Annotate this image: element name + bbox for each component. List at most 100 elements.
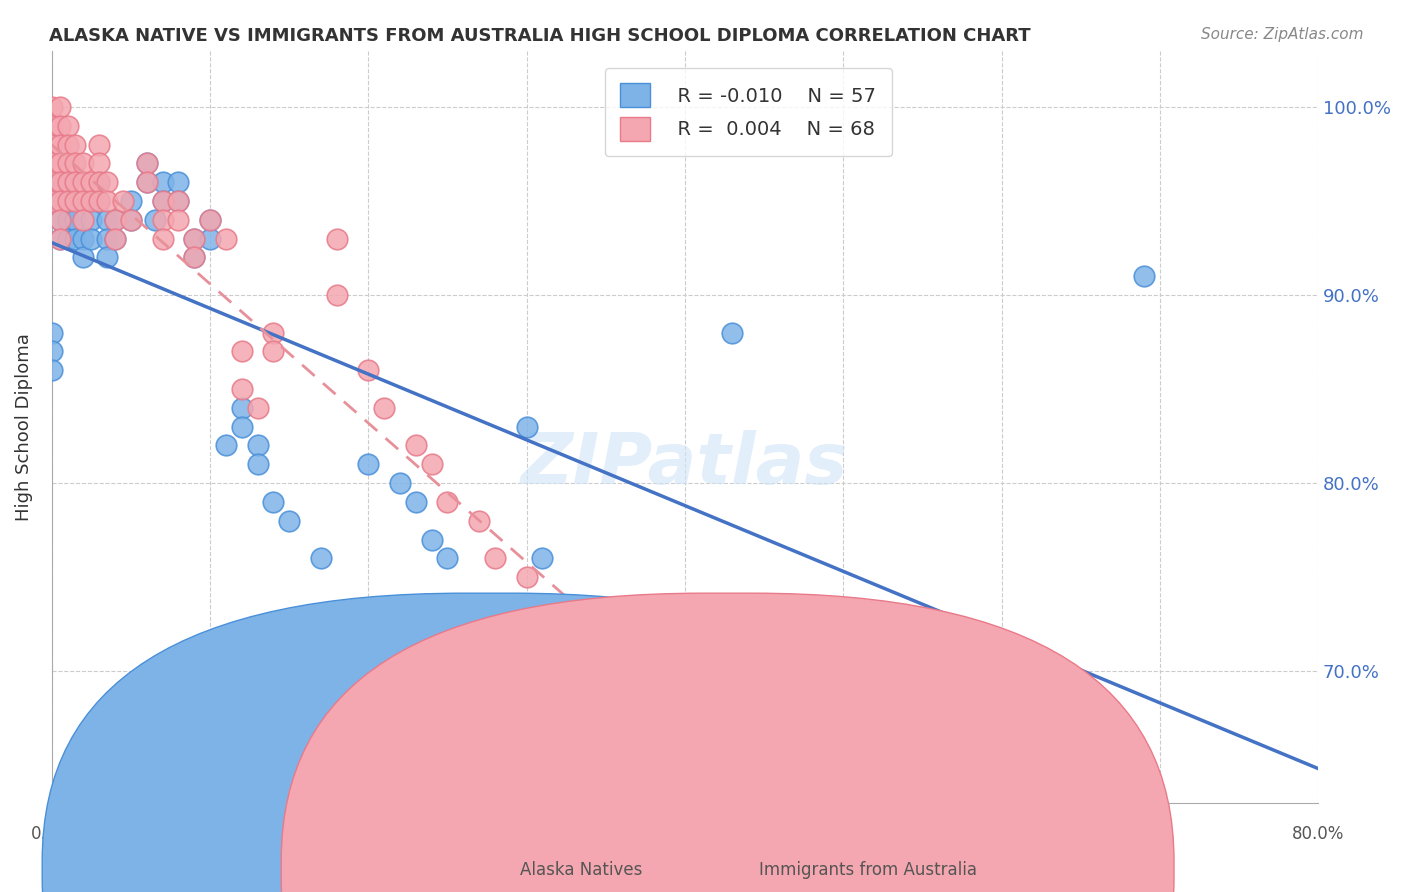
Point xyxy=(41,175,63,189)
Point xyxy=(152,175,174,189)
Point xyxy=(183,232,205,246)
Point xyxy=(104,213,127,227)
Point xyxy=(48,137,70,152)
Point xyxy=(420,533,443,547)
Text: 80.0%: 80.0% xyxy=(1292,825,1344,843)
Point xyxy=(373,401,395,415)
Point xyxy=(104,232,127,246)
Point xyxy=(215,232,238,246)
Point xyxy=(231,419,253,434)
Point xyxy=(80,175,103,189)
Point xyxy=(56,175,79,189)
Point xyxy=(278,514,301,528)
Y-axis label: High School Diploma: High School Diploma xyxy=(15,333,32,521)
Point xyxy=(48,213,70,227)
Text: Immigrants from Australia: Immigrants from Australia xyxy=(759,861,977,879)
Point xyxy=(41,100,63,114)
Point xyxy=(183,232,205,246)
Point xyxy=(167,194,190,208)
Point xyxy=(56,194,79,208)
Point xyxy=(96,251,118,265)
Point xyxy=(65,194,87,208)
Point xyxy=(325,288,347,302)
Point xyxy=(643,721,665,735)
Point xyxy=(89,194,111,208)
Point xyxy=(246,458,269,472)
Point xyxy=(56,119,79,133)
Point xyxy=(80,213,103,227)
Point xyxy=(96,213,118,227)
Point xyxy=(231,344,253,359)
Point xyxy=(72,251,94,265)
Point xyxy=(72,156,94,170)
Legend:   R = -0.010    N = 57,   R =  0.004    N = 68: R = -0.010 N = 57, R = 0.004 N = 68 xyxy=(605,68,891,156)
Point xyxy=(436,495,458,509)
Point xyxy=(56,137,79,152)
Point xyxy=(48,213,70,227)
Point xyxy=(231,401,253,415)
Point xyxy=(65,232,87,246)
Point xyxy=(468,514,491,528)
Point xyxy=(357,363,380,377)
Point xyxy=(41,119,63,133)
Point xyxy=(135,156,157,170)
Point xyxy=(152,213,174,227)
Point xyxy=(198,213,221,227)
Point xyxy=(48,194,70,208)
Point xyxy=(737,664,759,678)
Point xyxy=(246,438,269,452)
Point xyxy=(72,175,94,189)
Point xyxy=(41,363,63,377)
Point xyxy=(562,664,585,678)
Point xyxy=(72,194,94,208)
Point xyxy=(135,175,157,189)
Point xyxy=(183,251,205,265)
Point xyxy=(48,119,70,133)
Point xyxy=(48,175,70,189)
Point xyxy=(80,194,103,208)
Point xyxy=(516,570,538,584)
Point xyxy=(357,458,380,472)
Point xyxy=(167,194,190,208)
Point xyxy=(56,194,79,208)
Point xyxy=(135,175,157,189)
Point xyxy=(56,213,79,227)
Point xyxy=(65,213,87,227)
Point xyxy=(89,194,111,208)
Point xyxy=(89,175,111,189)
Point xyxy=(152,232,174,246)
Point xyxy=(80,232,103,246)
Point xyxy=(48,156,70,170)
Point xyxy=(246,401,269,415)
Point xyxy=(1133,269,1156,284)
Point xyxy=(120,194,142,208)
Point xyxy=(262,495,284,509)
Point xyxy=(96,175,118,189)
Text: 0.0%: 0.0% xyxy=(31,825,73,843)
Point xyxy=(595,682,617,697)
Point xyxy=(65,175,87,189)
Point xyxy=(48,194,70,208)
Point xyxy=(48,232,70,246)
Point xyxy=(262,326,284,340)
Text: Alaska Natives: Alaska Natives xyxy=(520,861,643,879)
Point xyxy=(80,194,103,208)
Point xyxy=(48,232,70,246)
Point xyxy=(41,326,63,340)
Text: Source: ZipAtlas.com: Source: ZipAtlas.com xyxy=(1201,27,1364,42)
Point xyxy=(120,213,142,227)
Point xyxy=(65,156,87,170)
Point xyxy=(56,175,79,189)
Point xyxy=(96,194,118,208)
Point xyxy=(48,100,70,114)
Point xyxy=(309,551,332,566)
Point xyxy=(41,344,63,359)
Point xyxy=(484,551,506,566)
Text: ZIPatlas: ZIPatlas xyxy=(522,430,849,499)
Point xyxy=(183,251,205,265)
Point xyxy=(72,232,94,246)
Point xyxy=(48,175,70,189)
Point xyxy=(72,213,94,227)
Point xyxy=(65,137,87,152)
Point xyxy=(262,344,284,359)
